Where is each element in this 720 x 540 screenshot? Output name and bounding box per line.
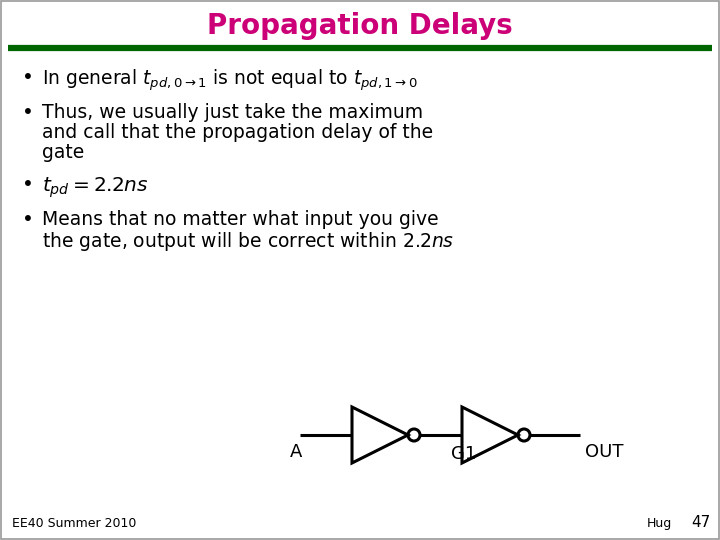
Text: Means that no matter what input you give: Means that no matter what input you give — [42, 210, 438, 229]
Text: •: • — [22, 103, 34, 122]
Text: the gate, output will be correct within $2.2ns$: the gate, output will be correct within … — [42, 230, 454, 253]
Text: Hug: Hug — [647, 517, 672, 530]
Text: and call that the propagation delay of the: and call that the propagation delay of t… — [42, 123, 433, 142]
Text: EE40 Summer 2010: EE40 Summer 2010 — [12, 517, 136, 530]
Text: •: • — [22, 68, 34, 87]
Text: G1: G1 — [451, 445, 477, 463]
Text: •: • — [22, 210, 34, 229]
Text: gate: gate — [42, 143, 84, 162]
Text: 47: 47 — [690, 515, 710, 530]
Text: Thus, we usually just take the maximum: Thus, we usually just take the maximum — [42, 103, 423, 122]
Text: In general $t_{pd,0\rightarrow1}$ is not equal to $t_{pd,1\rightarrow0}$: In general $t_{pd,0\rightarrow1}$ is not… — [42, 68, 418, 93]
Text: Propagation Delays: Propagation Delays — [207, 12, 513, 40]
Text: A: A — [290, 443, 302, 461]
Text: •: • — [22, 175, 34, 194]
Text: OUT: OUT — [585, 443, 624, 461]
Text: $t_{pd} = 2.2ns$: $t_{pd} = 2.2ns$ — [42, 175, 149, 199]
